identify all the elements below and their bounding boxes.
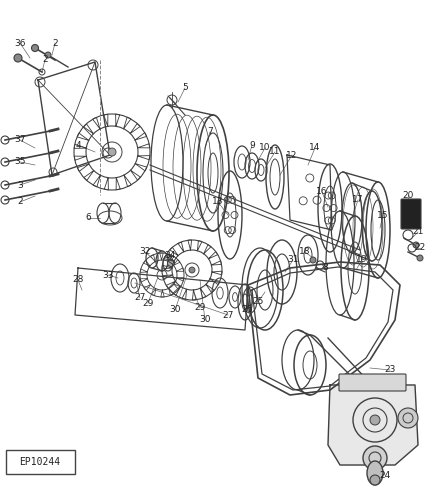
Text: 12: 12	[286, 150, 297, 160]
Text: 35: 35	[14, 158, 26, 166]
Text: 27: 27	[135, 294, 146, 302]
Circle shape	[32, 44, 39, 52]
Text: 17: 17	[352, 196, 364, 204]
Text: 32: 32	[139, 248, 151, 256]
Text: 2: 2	[42, 56, 48, 64]
Circle shape	[398, 408, 418, 428]
Circle shape	[413, 242, 419, 248]
Circle shape	[417, 255, 423, 261]
Text: 29: 29	[194, 304, 206, 312]
Text: 25: 25	[252, 298, 264, 306]
Text: 36: 36	[14, 38, 26, 48]
Text: 7: 7	[207, 128, 213, 136]
Circle shape	[167, 260, 174, 266]
Text: 13: 13	[212, 198, 224, 206]
Text: 2: 2	[17, 198, 23, 206]
Circle shape	[370, 475, 380, 485]
Text: 4: 4	[75, 140, 81, 149]
Circle shape	[45, 52, 51, 58]
Circle shape	[370, 415, 380, 425]
Text: 19: 19	[356, 256, 368, 264]
Text: 37: 37	[14, 136, 26, 144]
Text: 14: 14	[309, 144, 321, 152]
Text: 10: 10	[259, 144, 271, 152]
Text: 8: 8	[322, 264, 328, 272]
Text: 21: 21	[412, 228, 424, 236]
Text: 9: 9	[249, 140, 255, 149]
Text: 16: 16	[316, 188, 328, 196]
Text: 23: 23	[385, 366, 396, 374]
Text: 28: 28	[72, 276, 83, 284]
Text: 3: 3	[17, 180, 23, 190]
Text: 6: 6	[85, 214, 91, 222]
Text: 29: 29	[143, 298, 154, 308]
Text: 18: 18	[299, 248, 311, 256]
Text: 27: 27	[222, 310, 234, 320]
Text: 30: 30	[169, 306, 181, 314]
Text: 11: 11	[269, 148, 281, 156]
Text: 2: 2	[52, 38, 58, 48]
Text: 15: 15	[377, 210, 389, 220]
Ellipse shape	[367, 461, 383, 485]
Text: 33: 33	[102, 270, 114, 280]
Text: EP10244: EP10244	[20, 457, 60, 467]
Circle shape	[14, 54, 22, 62]
Text: 31: 31	[287, 256, 299, 264]
Text: 22: 22	[414, 244, 426, 252]
FancyBboxPatch shape	[339, 374, 406, 391]
Circle shape	[108, 148, 116, 156]
Text: 34: 34	[164, 250, 176, 260]
Text: 20: 20	[402, 190, 414, 200]
Circle shape	[363, 446, 387, 470]
Text: 5: 5	[182, 84, 188, 92]
Circle shape	[189, 267, 195, 273]
Polygon shape	[328, 385, 418, 465]
Text: 26: 26	[241, 306, 253, 314]
Circle shape	[310, 257, 316, 263]
FancyBboxPatch shape	[401, 199, 421, 229]
Text: 30: 30	[199, 316, 211, 324]
Text: 24: 24	[379, 470, 391, 480]
